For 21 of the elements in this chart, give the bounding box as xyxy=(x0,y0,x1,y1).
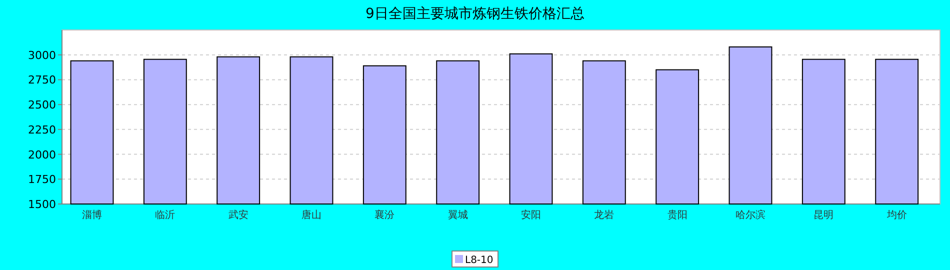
chart-title: 9日全国主要城市炼钢生铁价格汇总 xyxy=(366,6,584,22)
legend-label: L8-10 xyxy=(465,255,494,266)
x-tick-label: 临沂 xyxy=(155,209,176,221)
x-tick-label: 昆明 xyxy=(814,210,834,221)
x-tick-label: 安阳 xyxy=(521,209,541,221)
y-tick-label: 3000 xyxy=(28,48,56,62)
y-tick-label: 2250 xyxy=(28,123,56,136)
y-tick-label: 2750 xyxy=(28,74,56,87)
y-tick-label: 1500 xyxy=(28,198,56,211)
x-tick-label: 均价 xyxy=(886,209,907,221)
x-tick-label: 淄博 xyxy=(82,209,102,221)
x-tick-label: 唐山 xyxy=(302,209,322,221)
x-tick-label: 贵阳 xyxy=(667,209,688,221)
x-tick-label: 襄汾 xyxy=(374,209,395,221)
y-tick-label: 2500 xyxy=(28,98,56,112)
x-tick-label: 哈尔滨 xyxy=(736,209,766,221)
y-tick-label: 1750 xyxy=(28,173,56,186)
x-tick-label: 武安 xyxy=(228,209,248,221)
x-tick-label: 翼城 xyxy=(448,209,468,221)
y-tick-label: 2000 xyxy=(28,148,56,162)
x-tick-label: 龙岩 xyxy=(594,209,614,221)
